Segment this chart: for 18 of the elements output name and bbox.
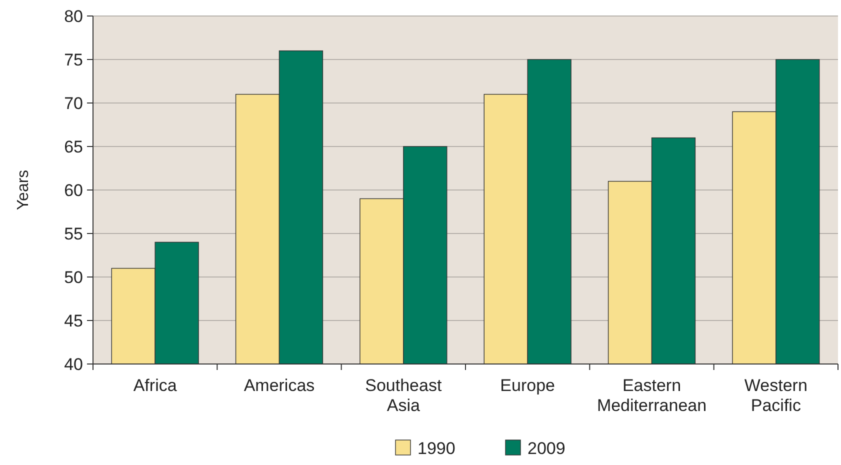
x-tick-label: Southeast Asia — [365, 376, 442, 415]
y-tick-label: 55 — [64, 224, 83, 244]
x-tick-label: Western Pacific — [744, 376, 808, 415]
y-tick-label: 70 — [64, 94, 83, 113]
x-tick-label: Americas — [244, 376, 315, 395]
y-tick-label: 50 — [64, 268, 83, 287]
y-tick-label: 40 — [64, 354, 83, 374]
y-tick-label: 75 — [64, 50, 83, 70]
x-tick-label: Eastern Mediterranean — [596, 376, 707, 415]
y-tick-label: 65 — [64, 137, 83, 156]
y-axis-title: Years — [15, 170, 32, 210]
x-tick-label: Africa — [133, 376, 178, 395]
legend-label: 2009 — [528, 439, 566, 458]
y-tick-label: 45 — [64, 311, 83, 330]
y-tick-label: 60 — [64, 180, 83, 200]
x-tick-label: Europe — [500, 376, 555, 395]
legend-label: 1990 — [418, 439, 456, 458]
y-tick-label: 80 — [64, 6, 83, 26]
